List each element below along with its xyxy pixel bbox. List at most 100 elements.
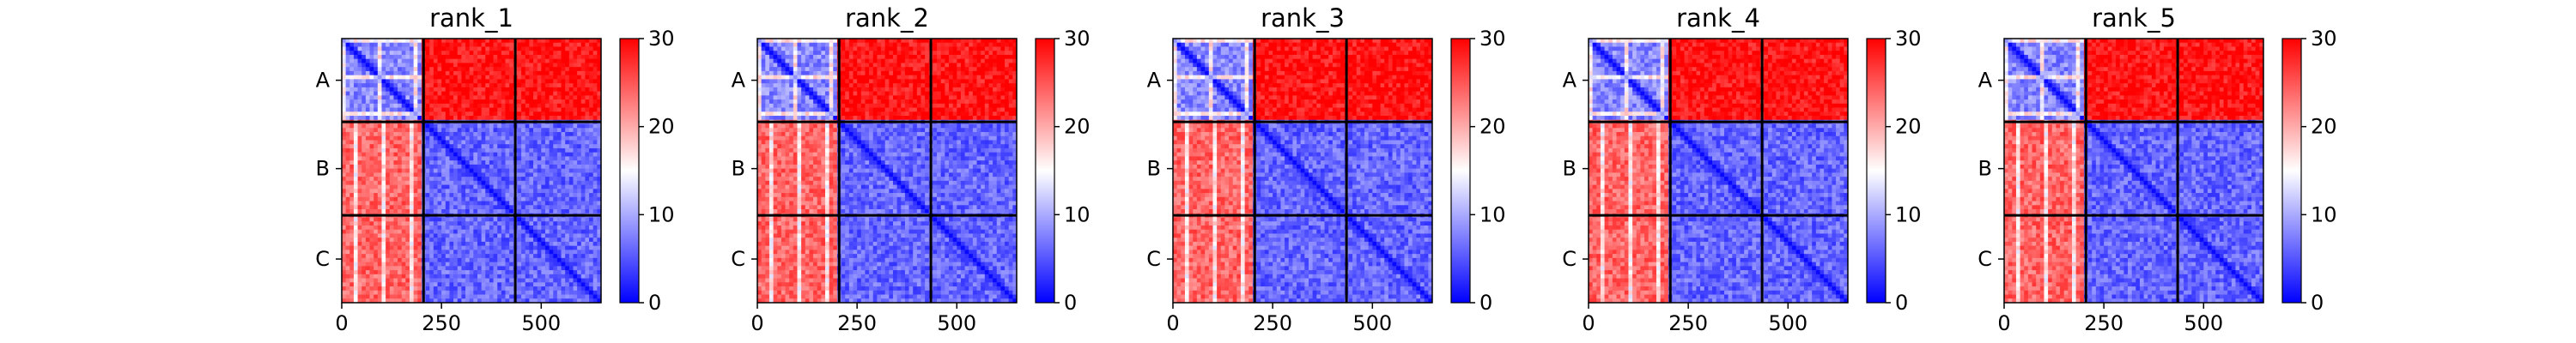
heatmap-cell: [438, 79, 442, 83]
heatmap-cell: [485, 79, 489, 83]
heatmap-cell: [438, 132, 442, 136]
heatmap-cell: [494, 136, 498, 141]
heatmap-cell: [361, 160, 366, 165]
heatmap-cell: [441, 63, 446, 67]
heatmap-cell: [905, 67, 909, 71]
heatmap-cell: [489, 111, 494, 116]
heatmap-cell: [358, 217, 362, 221]
heatmap-cell: [957, 55, 961, 59]
heatmap-cell: [485, 128, 489, 132]
heatmap-cell: [402, 136, 406, 141]
heatmap-cell: [494, 193, 498, 197]
heatmap-cell: [438, 181, 442, 185]
heatmap-cell: [517, 295, 521, 299]
heatmap-cell: [381, 230, 386, 234]
heatmap-cell: [565, 59, 569, 63]
heatmap-cell: [477, 83, 482, 87]
heatmap-cell: [458, 92, 462, 96]
heatmap-cell: [985, 51, 989, 55]
heatmap-cell: [417, 95, 422, 99]
heatmap-cell: [354, 279, 358, 283]
heatmap-cell: [769, 83, 774, 87]
heatmap-cell: [497, 83, 501, 87]
heatmap-cell: [434, 189, 438, 193]
heatmap-cell: [541, 87, 545, 92]
heatmap-cell: [589, 197, 593, 202]
heatmap-cell: [354, 83, 358, 87]
heatmap-cell: [402, 111, 406, 116]
heatmap-cell: [497, 79, 501, 83]
heatmap-cell: [402, 209, 406, 214]
heatmap-cell: [441, 99, 446, 104]
heatmap-cell: [557, 226, 562, 230]
heatmap-cell: [398, 124, 402, 129]
heatmap-cell: [988, 79, 993, 83]
heatmap-cell: [581, 46, 586, 51]
heatmap-cell: [593, 181, 598, 185]
heatmap-cell: [765, 59, 769, 63]
heatmap-cell: [426, 79, 430, 83]
heatmap-cell: [477, 140, 482, 144]
heatmap-cell: [849, 46, 854, 51]
heatmap-cell: [993, 71, 997, 75]
heatmap-cell: [438, 156, 442, 160]
heatmap-cell: [497, 221, 501, 226]
heatmap-cell: [1005, 39, 1009, 43]
heatmap-cell: [494, 165, 498, 169]
heatmap-cell: [589, 185, 593, 190]
heatmap-cell: [438, 39, 442, 43]
heatmap-cell: [869, 39, 873, 43]
heatmap-cell: [869, 46, 873, 51]
heatmap-cell: [793, 83, 798, 87]
heatmap-cell: [393, 286, 398, 291]
heatmap-cell: [398, 286, 402, 291]
heatmap-cell: [505, 262, 509, 267]
heatmap-cell: [501, 262, 506, 267]
heatmap-cell: [453, 250, 458, 254]
heatmap-cell: [494, 99, 498, 104]
heatmap-cell: [346, 160, 350, 165]
heatmap-cell: [841, 71, 846, 75]
heatmap-cell: [361, 209, 366, 214]
heatmap-cell: [473, 51, 477, 55]
heatmap-cell: [557, 116, 562, 120]
heatmap-cell: [533, 266, 538, 270]
heatmap-cell: [482, 189, 486, 193]
heatmap-cell: [765, 43, 769, 47]
heatmap-cell: [378, 202, 382, 206]
heatmap-cell: [482, 169, 486, 173]
heatmap-cell: [557, 254, 562, 258]
heatmap-cell: [565, 209, 569, 214]
heatmap-cell: [585, 177, 589, 181]
heatmap-cell: [410, 254, 414, 258]
heatmap-cell: [505, 51, 509, 55]
heatmap-cell: [809, 59, 813, 63]
heatmap-cell: [581, 67, 586, 71]
heatmap-cell: [342, 51, 346, 55]
heatmap-cell: [470, 87, 474, 92]
heatmap-cell: [414, 258, 418, 262]
heatmap-cell: [565, 132, 569, 136]
heatmap-cell: [349, 39, 354, 43]
heatmap-cell: [346, 111, 350, 116]
heatmap-cell: [458, 79, 462, 83]
heatmap-cell: [529, 95, 533, 99]
heatmap-cell: [405, 197, 410, 202]
heatmap-cell: [550, 185, 554, 190]
heatmap-cell: [470, 165, 474, 169]
heatmap-cell: [346, 233, 350, 238]
heatmap-cell: [346, 71, 350, 75]
heatmap-cell: [378, 95, 382, 99]
heatmap-cell: [393, 189, 398, 193]
heatmap-cell: [801, 43, 805, 47]
heatmap-cell: [477, 92, 482, 96]
heatmap-cell: [358, 59, 362, 63]
heatmap-cell: [434, 169, 438, 173]
heatmap-cell: [489, 230, 494, 234]
heatmap-cell: [969, 59, 973, 63]
heatmap-cell: [402, 92, 406, 96]
heatmap-cell: [370, 63, 374, 67]
heatmap-cell: [877, 51, 881, 55]
heatmap-cell: [354, 205, 358, 209]
heatmap-cell: [378, 181, 382, 185]
